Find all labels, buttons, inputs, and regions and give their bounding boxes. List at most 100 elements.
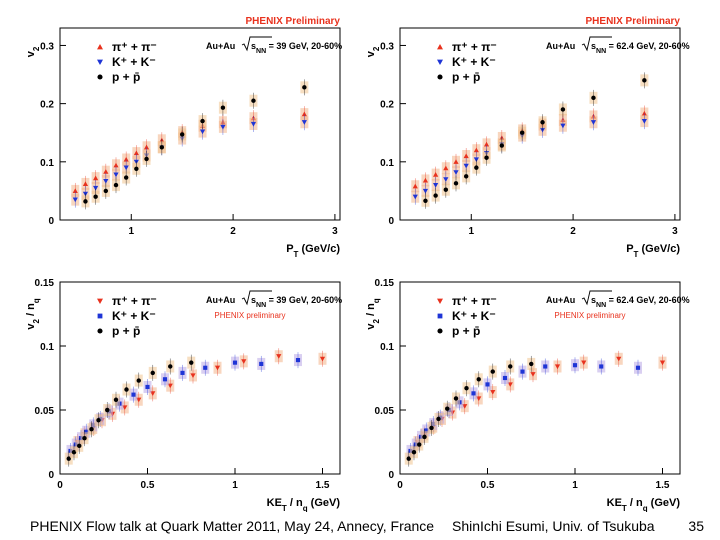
- x-tick-label: 1: [232, 480, 238, 491]
- x-axis-label: KET / nq (GeV): [267, 497, 341, 512]
- y-tick-label: 0.05: [375, 406, 395, 417]
- data-point: [443, 187, 449, 192]
- plot-frame: [59, 281, 341, 475]
- data-point: [423, 198, 428, 204]
- data-point: [113, 182, 119, 188]
- x-tick-label: 3: [672, 226, 678, 237]
- data-point: [422, 177, 429, 183]
- collision-system-label: Au+Au: [206, 41, 235, 51]
- legend-entry: π⁺ + π⁻: [97, 294, 157, 308]
- data-point: [159, 145, 165, 150]
- legend-label: K⁺ + K⁻: [452, 55, 496, 69]
- collision-energy-label: sNN = 39 GeV, 20-60%: [251, 295, 342, 309]
- data-point: [232, 360, 238, 365]
- data-point: [89, 426, 94, 432]
- x-tick-label: 1: [128, 226, 134, 237]
- data-point: [83, 199, 88, 204]
- legend-label: K⁺ + K⁻: [452, 309, 496, 323]
- legend-entry: p + p̄: [437, 324, 480, 338]
- data-point: [295, 358, 301, 363]
- data-point: [581, 360, 587, 366]
- y-tick-label: 0.1: [380, 158, 394, 169]
- data-point: [424, 428, 429, 433]
- data-point: [412, 194, 418, 200]
- x-axis-label: PT (GeV/c): [626, 243, 680, 258]
- y-axis-label: v2: [365, 46, 381, 57]
- data-point: [464, 386, 469, 391]
- data-point: [301, 120, 307, 125]
- legend-label: p + p̄: [452, 324, 480, 338]
- data-point: [463, 153, 469, 159]
- legend-entry: p + p̄: [97, 70, 140, 84]
- data-point: [71, 450, 77, 455]
- data-point: [203, 365, 208, 370]
- data-point: [199, 129, 206, 135]
- data-point: [445, 406, 450, 411]
- x-tick-label: 1: [572, 480, 578, 491]
- legend-entry: K⁺ + K⁻: [437, 55, 496, 69]
- footer-talk-title: PHENIX Flow talk at Quark Matter 2011, M…: [30, 518, 435, 534]
- data-point: [463, 174, 469, 179]
- data-point: [276, 354, 282, 359]
- data-point: [453, 170, 459, 175]
- data-point: [560, 123, 566, 129]
- data-point: [77, 443, 82, 449]
- data-point: [123, 156, 129, 162]
- data-point: [93, 194, 98, 199]
- data-point: [433, 172, 439, 177]
- data-point: [508, 364, 513, 369]
- y-tick-label: 0: [388, 470, 394, 481]
- preliminary-label: PHENIX preliminary: [554, 311, 625, 320]
- legend-label: p + p̄: [112, 70, 140, 84]
- y-tick-label: 0.3: [380, 41, 394, 52]
- collision-energy-label: sNN = 62.4 GeV, 20-60%: [591, 295, 690, 309]
- x-tick-label: 1.5: [316, 480, 330, 491]
- data-point: [144, 156, 149, 162]
- collision-system-label: Au+Au: [546, 295, 575, 305]
- y-axis-label: v2: [25, 46, 41, 57]
- data-point: [96, 418, 101, 423]
- y-axis-label: v2 / nq: [365, 298, 381, 329]
- data-point: [241, 359, 247, 364]
- x-tick-label: 0.5: [481, 480, 495, 491]
- plot-frame: [399, 281, 681, 475]
- legend-label: π⁺ + π⁻: [112, 294, 157, 308]
- data-point: [471, 391, 476, 396]
- data-point: [214, 365, 221, 371]
- data-point: [72, 188, 78, 193]
- sqrt-sign: [241, 36, 272, 52]
- y-tick-label: 0: [388, 216, 394, 227]
- legend-entry: p + p̄: [437, 70, 480, 84]
- legend-label: K⁺ + K⁻: [112, 309, 156, 323]
- preliminary-label: PHENIX Preliminary: [586, 16, 681, 27]
- data-point: [560, 107, 566, 112]
- data-series: [404, 355, 536, 467]
- data-point: [168, 364, 173, 369]
- data-point: [476, 377, 481, 382]
- data-point: [72, 197, 78, 203]
- data-point: [82, 435, 87, 441]
- data-point: [422, 434, 427, 440]
- data-point: [591, 95, 596, 101]
- data-point: [103, 188, 109, 194]
- data-point: [642, 78, 647, 83]
- data-point: [103, 178, 109, 184]
- data-point: [103, 169, 109, 174]
- x-tick-label: 3: [332, 226, 338, 237]
- data-point: [616, 356, 622, 362]
- data-point: [599, 364, 604, 369]
- chart-panel-v2nq-ket-39gev: PHENIX preliminary 0 0.05 0.1 0.15 0 0.5 1 1.5 v2…: [20, 260, 360, 512]
- data-point: [250, 121, 257, 127]
- data-point: [659, 360, 666, 366]
- data-point: [411, 450, 417, 455]
- data-point: [105, 407, 110, 413]
- legend-entry: p + p̄: [97, 324, 140, 338]
- legend-label: p + p̄: [452, 70, 480, 84]
- data-point: [251, 98, 256, 103]
- data-point: [145, 384, 150, 390]
- preliminary-label: PHENIX preliminary: [214, 311, 285, 320]
- data-point: [113, 172, 119, 178]
- x-tick-label: 1: [468, 226, 474, 237]
- data-point: [406, 456, 411, 461]
- chart-svg: PHENIX preliminary 0 0.05 0.1 0.15 0 0.5 1 1.5 v2…: [25, 278, 342, 512]
